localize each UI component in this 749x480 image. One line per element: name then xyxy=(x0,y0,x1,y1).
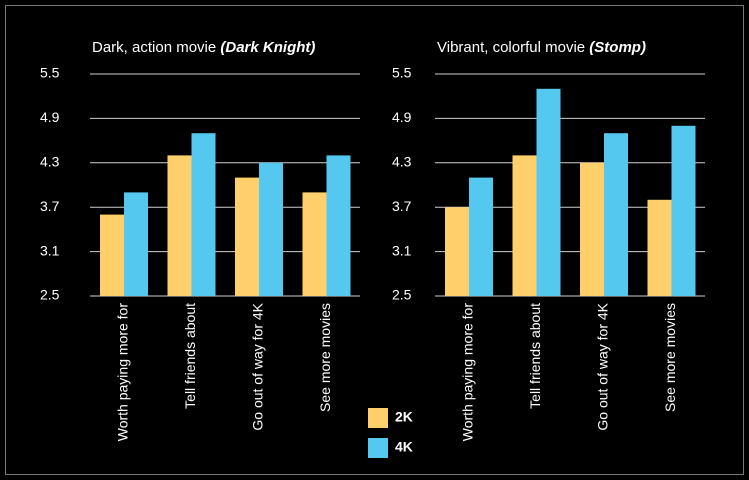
x-tick-label: Tell friends about xyxy=(527,303,543,409)
x-tick-label: See more movies xyxy=(662,303,678,412)
y-tick-label: 5.5 xyxy=(40,65,60,81)
y-tick-label: 2.5 xyxy=(40,287,60,303)
y-tick-label: 4.9 xyxy=(40,109,60,125)
x-tick-label: Go out of way for 4K xyxy=(595,302,611,430)
y-tick-label: 3.1 xyxy=(392,242,412,258)
bar xyxy=(124,192,148,296)
legend-swatch xyxy=(368,438,388,458)
title-film: (Stomp) xyxy=(589,39,646,56)
legend-label: 4K xyxy=(395,439,413,455)
y-tick-label: 3.7 xyxy=(40,198,60,214)
bar xyxy=(604,133,628,296)
x-tick-label: Tell friends about xyxy=(182,303,198,409)
bar xyxy=(469,177,493,296)
chart-title: Dark, action movie (Dark Knight) xyxy=(92,39,315,56)
y-tick-label: 2.5 xyxy=(392,287,412,303)
y-tick-label: 3.1 xyxy=(40,242,60,258)
bar xyxy=(536,88,561,296)
bar xyxy=(235,177,259,296)
bar xyxy=(671,125,696,296)
y-tick-label: 5.5 xyxy=(392,65,412,81)
bar xyxy=(647,199,672,296)
x-tick-label: Worth paying more for xyxy=(115,303,131,442)
bar xyxy=(191,133,216,296)
bar xyxy=(326,155,351,296)
y-tick-label: 4.3 xyxy=(40,154,60,170)
x-tick-label: Worth paying more for xyxy=(460,303,476,442)
y-tick-label: 3.7 xyxy=(392,198,412,214)
legend-label: 2K xyxy=(395,409,413,425)
bar xyxy=(302,192,327,296)
bar xyxy=(580,162,604,296)
legend-swatch xyxy=(368,408,388,428)
y-tick-label: 4.9 xyxy=(392,109,412,125)
chart-title: Vibrant, colorful movie (Stomp) xyxy=(437,39,646,56)
bar xyxy=(512,155,537,296)
y-tick-label: 4.3 xyxy=(392,154,412,170)
x-tick-label: See more movies xyxy=(317,303,333,412)
bar xyxy=(445,207,469,296)
title-text: Vibrant, colorful movie xyxy=(437,39,585,56)
x-tick-label: Go out of way for 4K xyxy=(250,302,266,430)
bar xyxy=(100,214,124,296)
bar xyxy=(167,155,192,296)
title-text: Dark, action movie xyxy=(92,39,216,56)
title-film: (Dark Knight) xyxy=(220,39,315,56)
bar xyxy=(259,162,283,296)
